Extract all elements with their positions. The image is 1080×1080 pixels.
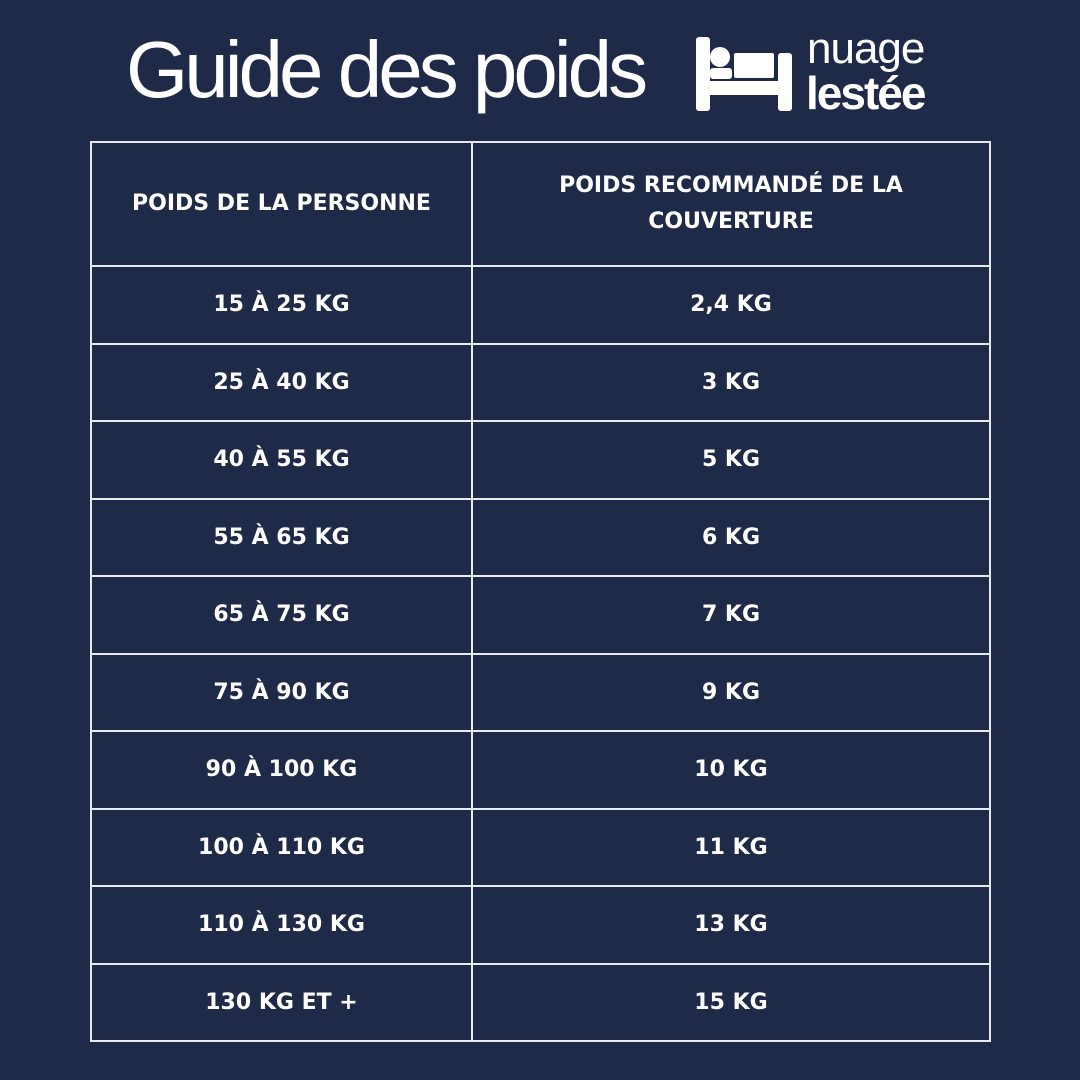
bed-icon xyxy=(696,37,792,111)
person-weight-cell: 110 À 130 KG xyxy=(90,885,473,965)
table-row: 15 À 25 KG 2,4 KG xyxy=(90,265,991,345)
brand-name-line1: nuage xyxy=(807,24,925,73)
table-row: 130 KG ET +15 KG xyxy=(90,962,991,1042)
header-blanket-weight: POIDS RECOMMANDÉ DE LA COUVERTURE xyxy=(471,141,991,267)
brand-logo: nuage lestée xyxy=(696,24,956,120)
table-row: 40 À 55 KG 5 KG xyxy=(90,420,991,500)
blanket-weight-cell: 7 KG xyxy=(471,575,991,655)
table-row: 100 À 110 KG 11 KG xyxy=(90,807,991,887)
person-weight-cell: 75 À 90 KG xyxy=(90,652,473,732)
table-header-row: POIDS DE LA PERSONNE POIDS RECOMMANDÉ DE… xyxy=(90,141,991,267)
person-weight-cell: 100 À 110 KG xyxy=(90,807,473,887)
blanket-weight-cell: 6 KG xyxy=(471,497,991,577)
header-person-weight: POIDS DE LA PERSONNE xyxy=(90,141,473,267)
blanket-weight-cell: 11 KG xyxy=(471,807,991,887)
table-row: 55 À 65 KG 6 KG xyxy=(90,497,991,577)
blanket-weight-cell: 3 KG xyxy=(471,342,991,422)
blanket-weight-cell: 15 KG xyxy=(471,962,991,1042)
blanket-weight-cell: 13 KG xyxy=(471,885,991,965)
blanket-weight-cell: 10 KG xyxy=(471,730,991,810)
page-title: Guide des poids xyxy=(126,25,648,114)
table-row: 75 À 90 KG 9 KG xyxy=(90,652,991,732)
table-row: 25 À 40 KG 3 KG xyxy=(90,342,991,422)
person-weight-cell: 130 KG ET + xyxy=(90,962,473,1042)
person-weight-cell: 90 À 100 KG xyxy=(90,730,473,810)
table-row: 90 À 100 KG 10 KG xyxy=(90,730,991,810)
table-row: 110 À 130 KG 13 KG xyxy=(90,885,991,965)
blanket-weight-cell: 5 KG xyxy=(471,420,991,500)
person-weight-cell: 15 À 25 KG xyxy=(90,265,473,345)
person-weight-cell: 55 À 65 KG xyxy=(90,497,473,577)
brand-name-line2: lestée xyxy=(806,67,926,119)
person-weight-cell: 25 À 40 KG xyxy=(90,342,473,422)
weight-guide-table: POIDS DE LA PERSONNE POIDS RECOMMANDÉ DE… xyxy=(90,141,991,1042)
person-weight-cell: 40 À 55 KG xyxy=(90,420,473,500)
blanket-weight-cell: 9 KG xyxy=(471,652,991,732)
blanket-weight-cell: 2,4 KG xyxy=(471,265,991,345)
person-weight-cell: 65 À 75 KG xyxy=(90,575,473,655)
table-row: 65 À 75 KG 7 KG xyxy=(90,575,991,655)
